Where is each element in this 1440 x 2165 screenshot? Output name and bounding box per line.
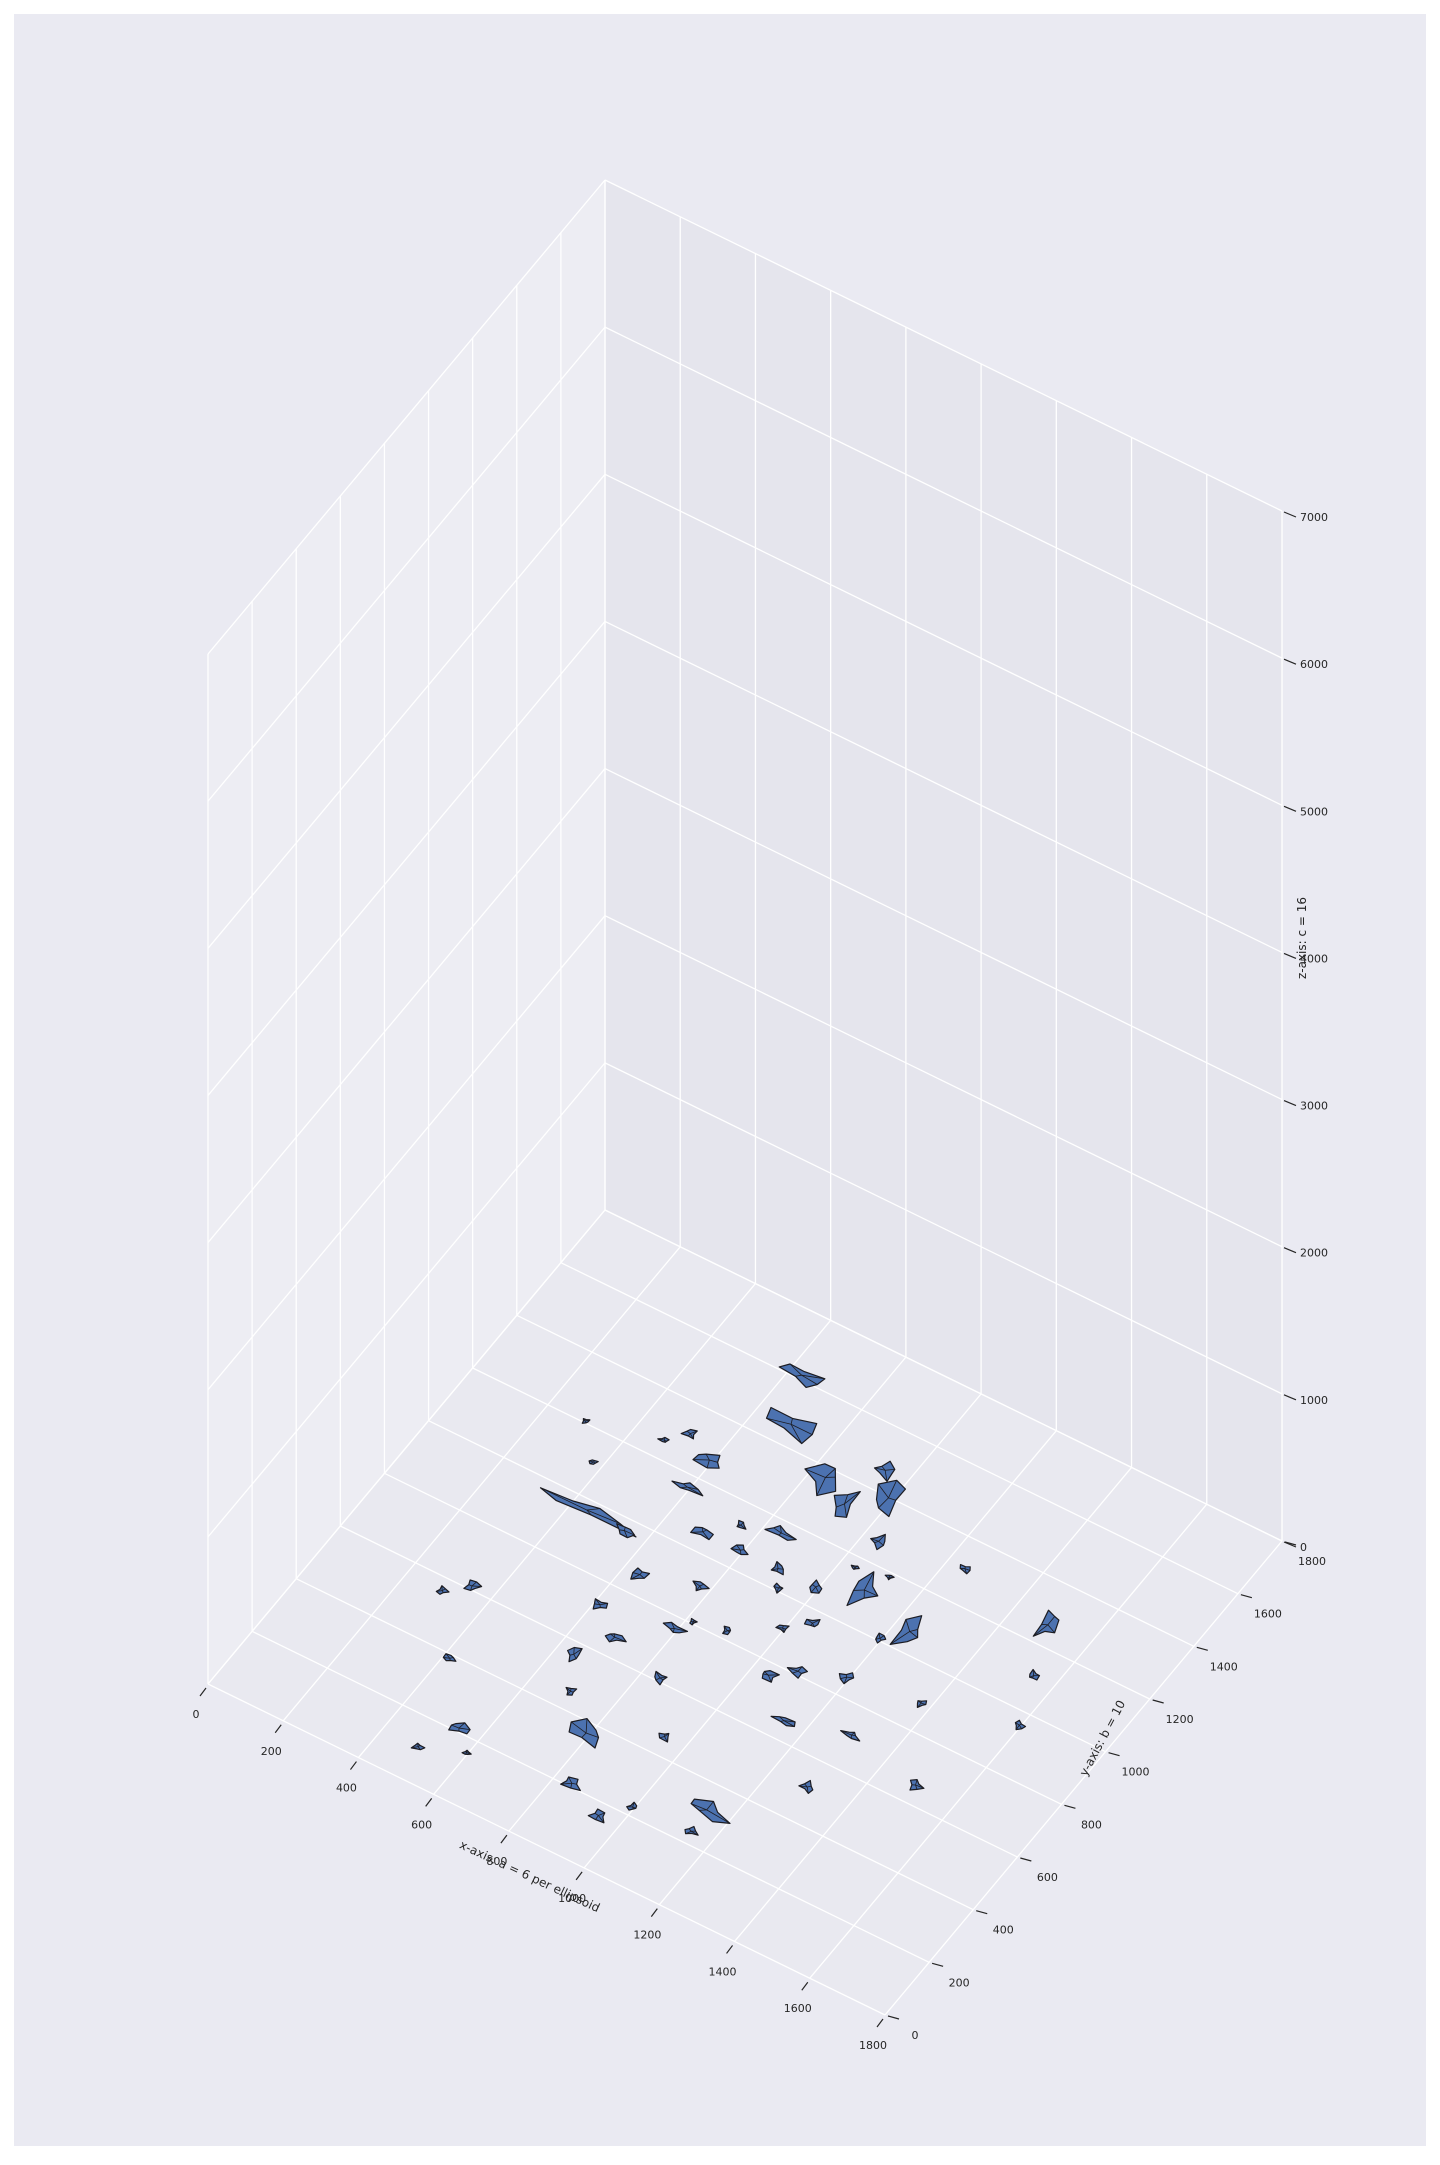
- data-point-edge: [846, 1675, 847, 1678]
- data-point-edge: [571, 1688, 572, 1691]
- x-tick-label: 400: [336, 1782, 357, 1795]
- y-tick-label: 1200: [1166, 1713, 1194, 1726]
- data-point-edge: [740, 1550, 743, 1551]
- y-tick-label: 1600: [1254, 1608, 1282, 1621]
- y-tick-label: 1400: [1210, 1660, 1238, 1673]
- y-tick-label: 1800: [1298, 1555, 1326, 1568]
- z-tick-label: 0: [1300, 1541, 1307, 1554]
- z-tick-label: 3000: [1300, 1100, 1328, 1113]
- y-tick-label: 0: [912, 2029, 919, 2042]
- z-axis-label: z-axis: c = 16: [1295, 897, 1309, 979]
- z-tick-label: 5000: [1300, 805, 1328, 818]
- y-tick-label: 800: [1081, 1818, 1102, 1831]
- z-tick-label: 6000: [1300, 658, 1328, 671]
- y-tick-label: 200: [949, 1976, 970, 1989]
- x-tick-label: 200: [261, 1745, 282, 1758]
- y-tick-label: 400: [993, 1924, 1014, 1937]
- y-tick-label: 600: [1037, 1871, 1058, 1884]
- x-tick-label: 600: [411, 1818, 432, 1831]
- x-tick-label: 0: [193, 1708, 200, 1721]
- data-point-edge: [680, 1487, 687, 1488]
- x-tick-label: 1400: [709, 1965, 737, 1978]
- z-tick-label: 7000: [1300, 511, 1328, 524]
- z-tick-label: 1000: [1300, 1394, 1328, 1407]
- y-tick-label: 1000: [1122, 1766, 1150, 1779]
- data-point-edge: [888, 1577, 890, 1578]
- x-tick-label: 1200: [633, 1929, 661, 1942]
- data-point: [851, 1565, 859, 1569]
- x-tick-label: 1800: [859, 2039, 887, 2052]
- z-tick-label: 2000: [1300, 1247, 1328, 1260]
- x-tick-label: 1600: [784, 2002, 812, 2015]
- data-point-edge: [702, 1528, 703, 1532]
- data-point-edge: [472, 1586, 482, 1587]
